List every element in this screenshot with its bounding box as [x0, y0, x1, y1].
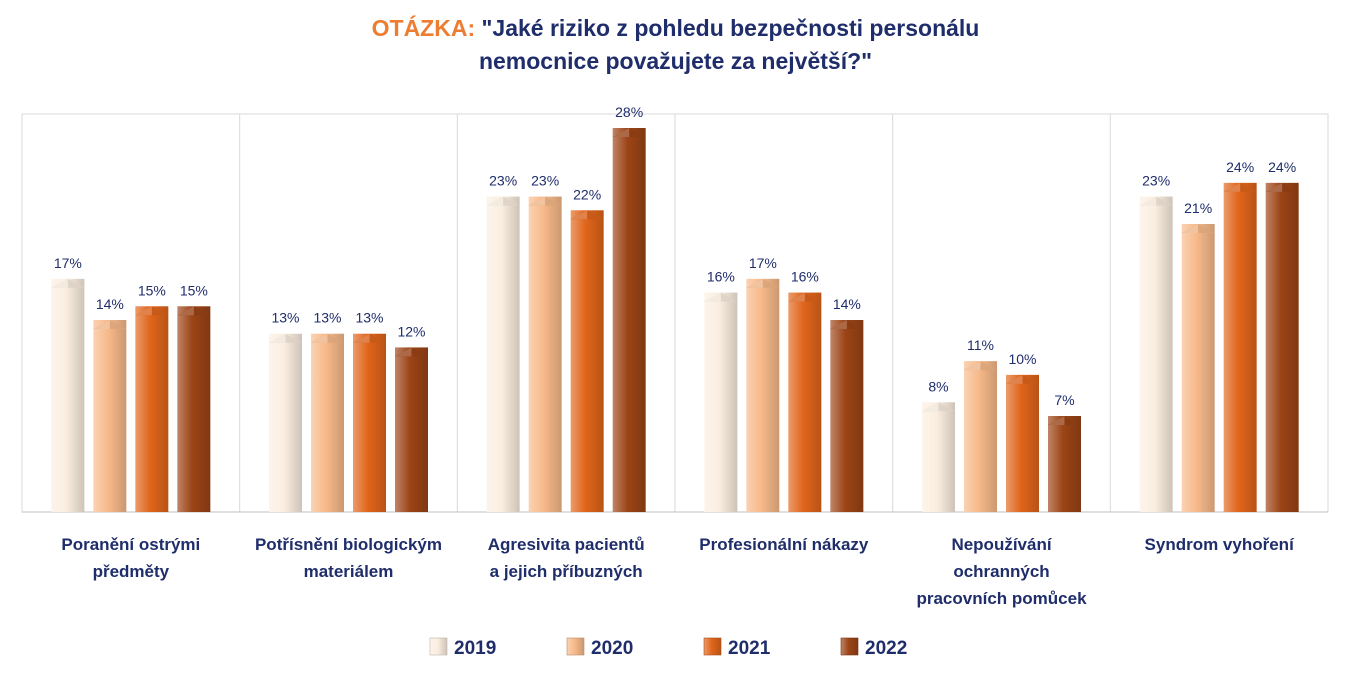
category-label: pracovních pomůcek	[916, 589, 1087, 608]
data-label: 24%	[1268, 159, 1296, 175]
bar-cap-highlight-2019	[269, 333, 286, 343]
category-label: Poranění ostrými	[61, 535, 200, 554]
data-label: 12%	[397, 323, 425, 339]
bar-2020	[528, 196, 562, 513]
bar-cap-highlight-2019	[486, 196, 504, 206]
data-label: 14%	[833, 296, 861, 312]
bar-cap-highlight-2019	[922, 402, 939, 412]
bar-cap-highlight-2021	[135, 306, 152, 316]
bar-2021	[1223, 182, 1257, 512]
data-label: 11%	[967, 337, 994, 353]
bar-cap-highlight-2020	[528, 196, 546, 206]
data-label: 21%	[1184, 200, 1212, 216]
data-label: 16%	[791, 269, 819, 285]
title-line-2: nemocnice považujete za největší?"	[478, 48, 873, 74]
bar-2022	[177, 306, 211, 512]
legend-label: 2021	[728, 638, 771, 659]
category-label: Agresivita pacientů	[488, 535, 645, 554]
bar-cap-highlight-2021	[570, 210, 588, 220]
bar-cap-highlight-2020	[964, 361, 981, 371]
bar-2021	[788, 292, 822, 512]
bar-cap-highlight-2022	[1048, 416, 1065, 425]
data-label: 13%	[271, 310, 299, 326]
bar-2020	[311, 333, 344, 512]
title-prefix: OTÁZKA:	[371, 15, 476, 41]
data-label: 13%	[313, 310, 341, 326]
bar-cap-highlight-2022	[612, 128, 630, 137]
bar-cap-highlight-2020	[1181, 224, 1199, 233]
data-label: 16%	[707, 269, 735, 285]
data-label: 13%	[355, 310, 383, 326]
data-label: 17%	[54, 255, 82, 271]
bar-2022	[395, 347, 428, 512]
bar-cap-highlight-2021	[788, 292, 805, 302]
category-label: Nepoužívání	[951, 535, 1052, 554]
data-label: 15%	[180, 282, 208, 298]
legend-label: 2022	[865, 638, 907, 659]
bar-2022	[1048, 416, 1081, 512]
bar-cap-highlight-2021	[1006, 374, 1023, 384]
bar-2021	[353, 333, 386, 512]
data-label: 23%	[489, 173, 517, 189]
bar-2019	[51, 278, 85, 512]
bar-cap-highlight-2019	[51, 278, 68, 288]
bar-2021	[135, 306, 169, 512]
legend-swatch-2021	[703, 637, 722, 656]
bar-2022	[1265, 182, 1299, 512]
data-label: 8%	[928, 378, 948, 394]
bar-2020	[746, 278, 780, 512]
bar-cap-highlight-2022	[395, 347, 412, 357]
bar-cap-highlight-2019	[1139, 196, 1157, 206]
legend-swatch-2020	[566, 637, 585, 656]
bar-cap-highlight-2022	[177, 306, 194, 316]
bar-cap-highlight-2019	[704, 292, 721, 302]
bar-2021	[1006, 374, 1039, 512]
data-label: 17%	[749, 255, 777, 271]
bar-2019	[1139, 196, 1173, 513]
data-label: 23%	[531, 173, 559, 189]
bar-cap-highlight-2021	[1223, 182, 1241, 192]
category-label: Potřísnění biologickým	[255, 535, 442, 554]
data-label: 15%	[138, 282, 166, 298]
data-label: 14%	[96, 296, 124, 312]
data-label: 10%	[1008, 351, 1036, 367]
legend-label: 2020	[591, 638, 633, 659]
bar-cap-highlight-2022	[1265, 182, 1283, 192]
category-label: Profesionální nákazy	[699, 535, 869, 554]
bar-2020	[93, 320, 127, 512]
bar-cap-highlight-2020	[746, 278, 763, 288]
bar-cap-highlight-2022	[830, 320, 847, 329]
bar-cap-highlight-2020	[311, 333, 328, 343]
bar-2020	[964, 361, 997, 512]
data-label: 28%	[615, 104, 643, 120]
category-label: ochranných	[953, 562, 1049, 581]
category-label: předměty	[93, 562, 170, 581]
category-label: Syndrom vyhoření	[1145, 535, 1296, 554]
title-line-1: "Jaké riziko z pohledu bezpečnosti perso…	[481, 15, 980, 41]
bar-2022	[612, 128, 646, 512]
bar-2020	[1181, 224, 1215, 512]
data-label: 23%	[1142, 173, 1170, 189]
bar-2019	[269, 333, 302, 512]
bar-2019	[922, 402, 955, 512]
bar-2019	[704, 292, 738, 512]
chart-title: OTÁZKA: "Jaké riziko z pohledu bezpečnos…	[0, 12, 1351, 78]
legend-label: 2019	[454, 638, 496, 659]
data-label: 22%	[573, 186, 601, 202]
bar-2021	[570, 210, 604, 513]
data-label: 7%	[1054, 392, 1074, 408]
data-label: 24%	[1226, 159, 1254, 175]
legend-swatch-2022	[840, 637, 859, 656]
bar-2022	[830, 320, 864, 512]
category-label: a jejich příbuzných	[490, 562, 643, 581]
bar-2019	[486, 196, 520, 513]
legend-swatch-2019	[429, 637, 448, 656]
bar-cap-highlight-2021	[353, 333, 370, 343]
category-label: materiálem	[304, 562, 394, 581]
bar-cap-highlight-2020	[93, 320, 110, 329]
